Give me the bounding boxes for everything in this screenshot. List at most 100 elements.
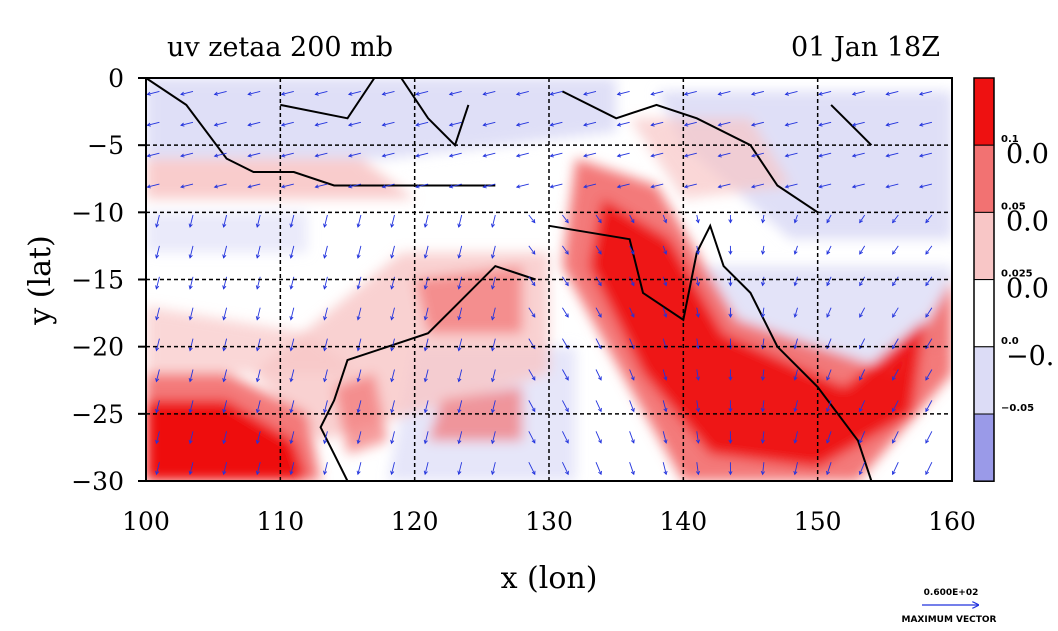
wind-vector	[491, 369, 496, 382]
wind-vector	[651, 183, 664, 188]
wind-vector	[583, 183, 597, 188]
wind-vector-head	[423, 316, 428, 321]
wind-vector-head	[247, 91, 252, 96]
wind-vector	[583, 121, 597, 126]
wind-vector-head	[356, 254, 361, 259]
wind-vector	[281, 183, 294, 188]
wind-vector	[223, 245, 228, 259]
wind-vector-head	[826, 470, 830, 476]
wind-vector	[483, 183, 496, 188]
wind-vector-head	[188, 347, 193, 352]
wind-vector	[415, 90, 429, 95]
wind-vector-head	[289, 285, 294, 290]
wind-vector	[458, 400, 463, 413]
wind-vector-head	[717, 153, 722, 158]
wind-vector	[562, 307, 569, 318]
wind-vector-head	[146, 153, 151, 158]
wind-vector-head	[323, 285, 328, 290]
wind-vector	[391, 338, 395, 351]
wind-vector	[925, 462, 933, 475]
y-axis-label: y (lat)	[23, 235, 58, 325]
wind-vector	[662, 400, 667, 412]
wind-vector-head	[255, 347, 260, 352]
wind-vector-head	[180, 153, 185, 158]
wind-vector	[348, 152, 362, 157]
wind-vector-head	[728, 282, 733, 287]
wind-vector-head	[598, 470, 602, 476]
wind-vector	[892, 245, 899, 255]
wind-vector	[491, 214, 496, 228]
wind-vector	[483, 90, 496, 95]
wind-vector-head	[616, 184, 622, 189]
wind-vector-head	[415, 153, 420, 158]
wind-vector-head	[155, 377, 160, 383]
wind-vector-head	[750, 153, 756, 158]
wind-vector-head	[597, 219, 602, 224]
wind-vector-head	[784, 122, 790, 127]
wind-vector	[785, 90, 798, 95]
wind-vector	[516, 152, 529, 157]
wind-vector-head	[490, 285, 495, 290]
wind-vector-head	[423, 223, 428, 228]
wind-vector	[357, 245, 362, 259]
wind-vector-head	[222, 408, 227, 414]
wind-vector	[256, 369, 261, 382]
wind-vector-head	[255, 439, 260, 445]
wind-vector-head	[180, 184, 185, 189]
wind-vector-head	[415, 184, 420, 189]
wind-vector	[617, 121, 630, 126]
wind-vector	[382, 121, 395, 126]
wind-vector	[550, 152, 563, 157]
wind-vector	[662, 369, 667, 381]
wind-vector	[859, 276, 866, 286]
wind-vector	[826, 307, 832, 318]
wind-vector	[290, 431, 295, 444]
wind-vector	[859, 400, 866, 412]
wind-vector-head	[289, 408, 294, 414]
colorbar-big-label: −0.	[1006, 341, 1054, 372]
coastline	[830, 104, 873, 146]
wind-vector	[357, 369, 362, 382]
wind-vector	[357, 214, 362, 228]
wind-vector-head	[630, 439, 635, 444]
wind-vector	[449, 121, 462, 126]
wind-vector	[391, 400, 395, 413]
wind-vector-head	[356, 285, 361, 290]
wind-vector	[629, 276, 635, 286]
wind-vector-head	[683, 91, 689, 96]
wind-vector-head	[717, 122, 722, 127]
wind-vector	[483, 121, 496, 126]
wind-vector	[818, 183, 832, 188]
wind-vector-head	[146, 122, 151, 127]
wind-vector	[892, 276, 899, 286]
wind-vector-head	[415, 122, 420, 127]
wind-vector	[595, 369, 602, 381]
wind-vector	[315, 121, 328, 126]
wind-vector	[290, 338, 295, 351]
wind-vector-head	[851, 184, 857, 189]
wind-vector	[629, 214, 635, 223]
wind-vector-head	[155, 223, 160, 228]
wind-vector-head	[531, 281, 536, 287]
wind-vector-head	[289, 316, 294, 321]
wind-vector-head	[663, 313, 668, 318]
wind-vector	[794, 245, 798, 255]
wind-vector-head	[784, 91, 790, 96]
wind-vector	[919, 121, 933, 126]
y-tick-label: 0	[108, 64, 124, 93]
wind-vector-head	[925, 313, 930, 318]
wind-vector-head	[280, 91, 286, 96]
wind-vector	[794, 307, 798, 318]
wind-vector-head	[314, 91, 319, 96]
wind-vector	[391, 369, 395, 382]
wind-vector	[357, 307, 362, 320]
vector-key-value: 0.600E+02	[924, 588, 979, 598]
wind-vector	[696, 307, 699, 318]
wind-vector	[794, 369, 798, 381]
wind-vector	[561, 462, 569, 475]
wind-vector	[886, 90, 899, 95]
wind-vector-head	[793, 470, 798, 476]
wind-vector	[794, 400, 798, 412]
wind-vector-head	[859, 250, 863, 255]
